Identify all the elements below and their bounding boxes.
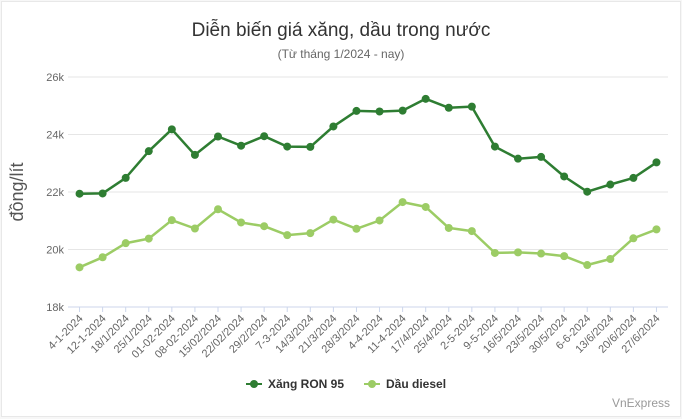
data-point [652,225,661,234]
watermark: VnExpress [611,396,670,410]
data-point [237,218,246,227]
data-point [329,215,338,224]
data-point [98,253,107,262]
data-point [444,223,453,232]
data-point [167,216,176,225]
data-point [606,180,615,189]
data-point [121,239,130,248]
data-point [190,224,199,233]
data-point [514,248,522,257]
data-point [560,172,569,181]
data-point [98,189,107,198]
data-point [467,102,476,111]
data-point [214,132,222,141]
data-point [306,142,315,151]
data-point [398,198,407,207]
legend-item: Dầu diesel [386,377,446,391]
data-point [560,252,569,261]
data-point [444,103,453,112]
data-point [398,106,407,115]
data-point [121,173,130,182]
data-point [652,158,661,167]
data-point [190,150,199,159]
series-line-1 [79,97,658,195]
y-tick-label: 26k [46,72,64,84]
legend-marker [368,380,376,388]
data-point [283,231,292,240]
data-point [467,227,476,236]
data-point [329,122,338,131]
data-point [260,222,269,231]
data-point [537,249,546,258]
data-point [375,107,384,116]
data-point [283,142,292,151]
data-point [144,147,153,156]
data-point [583,187,592,196]
data-point [490,248,499,257]
data-point [490,142,499,151]
data-point [375,216,384,225]
data-point [421,202,430,211]
data-point [75,263,84,272]
y-tick-label: 24k [46,130,64,142]
data-point [75,189,84,198]
legend-marker [250,380,258,388]
y-axis-label: đồng/lít [7,162,27,221]
data-point [537,152,546,161]
data-point [421,94,430,103]
y-tick-label: 22k [46,187,64,199]
chart-subtitle: (Từ tháng 1/2024 - nay) [277,47,405,61]
data-point [306,229,315,238]
data-point [260,132,269,141]
data-point [167,125,176,134]
data-point [514,154,522,163]
data-point [214,205,222,214]
data-point [352,106,361,115]
data-point [237,141,246,150]
data-point [583,261,592,270]
chart-title: Diễn biến giá xăng, dầu trong nước [191,20,491,41]
data-point [352,224,361,233]
y-tick-label: 20k [46,245,64,257]
legend-item: Xăng RON 95 [268,377,344,391]
y-tick-label: 18k [46,302,64,314]
data-point [144,234,153,243]
data-point [606,254,615,263]
series-line-2 [79,200,657,269]
data-point [629,234,638,243]
data-point [629,173,638,182]
